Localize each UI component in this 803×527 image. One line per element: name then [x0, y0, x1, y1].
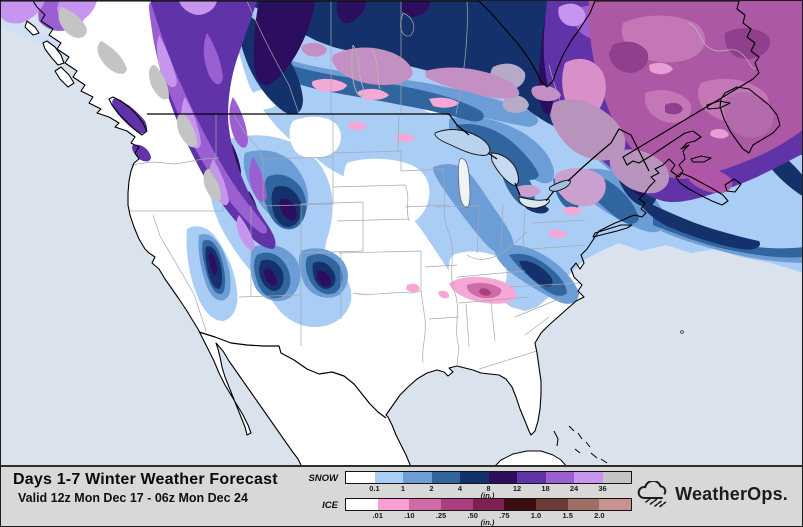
- page-title: Days 1-7 Winter Weather Forecast: [13, 471, 278, 488]
- colorbar-segment: [504, 499, 537, 510]
- lake-superior: [434, 129, 491, 156]
- colorbar-segment: [599, 499, 632, 510]
- snow-colorbar: 0.1 1 2 4 8 12 18 24 36: [345, 471, 632, 493]
- ice-unit-label: (in.): [480, 518, 495, 527]
- colorbar-tick-label: .10: [404, 511, 415, 520]
- colorbar-segment: [377, 499, 410, 510]
- snow-unit-label: (in.): [480, 491, 495, 500]
- weatherops-logo: WeatherOps.: [632, 481, 788, 508]
- colorbar-segment: [409, 499, 442, 510]
- colorbar-segment: [346, 472, 375, 483]
- colorbar-segment: [431, 472, 460, 483]
- bermuda-island: [680, 330, 684, 334]
- state-borders: [129, 1, 756, 370]
- colorbar-segment: [441, 499, 473, 510]
- colorbar-tick-label: 12: [512, 484, 522, 493]
- lake-winnipeg: [351, 44, 381, 97]
- bahamas-islands: [553, 425, 608, 464]
- colorbar-segment: [472, 499, 505, 510]
- colorbar-tick-label: .50: [467, 511, 478, 520]
- forecast-map: [1, 1, 802, 467]
- colorbar-tick-label: 2: [429, 484, 434, 493]
- colorbar-segment: [567, 499, 600, 510]
- colorbar-tick-label: .01: [372, 511, 383, 520]
- lake-ontario: [548, 179, 571, 192]
- colorbar-segment: [545, 472, 574, 483]
- great-lakes: [351, 44, 571, 209]
- us-mexico-border: [198, 331, 387, 419]
- colorbar-segment: [403, 472, 432, 483]
- snow-scale-label: SNOW: [308, 473, 338, 484]
- colorbar-segment: [374, 472, 403, 483]
- weatherops-cloud-icon: [637, 481, 667, 508]
- colorbar-segment: [460, 472, 489, 483]
- colorbar-segment: [574, 472, 603, 483]
- colorbar-segment: [488, 472, 517, 483]
- colorbar-segment: [602, 472, 631, 483]
- us-canada-border: [147, 113, 470, 136]
- colorbar-tick-label: 8: [486, 484, 491, 493]
- colorbar-tick-label: .25: [435, 511, 447, 520]
- colorbar-segment: [536, 499, 568, 510]
- colorbar-tick-label: 36: [598, 484, 607, 493]
- lake-michigan: [457, 158, 471, 208]
- lake-erie: [518, 196, 550, 209]
- lake-huron: [490, 152, 519, 186]
- coastlines: [1, 1, 781, 467]
- colorbar-tick-label: 18: [541, 484, 550, 493]
- colorbar-segment: [346, 499, 378, 510]
- ice-scale-label: ICE: [322, 500, 338, 511]
- colorbar-tick-label: 2.0: [594, 511, 605, 520]
- colorbar-tick-label: 24: [569, 484, 579, 493]
- colorbar-tick-label: 1.5: [562, 511, 573, 520]
- ice-colorbar: .01 .10 .25 .50 .75 1.0 1.5 2.0: [345, 498, 632, 520]
- valid-period: Valid 12z Mon Dec 17 - 06z Mon Dec 24: [18, 491, 248, 505]
- colorbar-segment: [517, 472, 546, 483]
- legend-bar: Days 1-7 Winter Weather Forecast Valid 1…: [1, 465, 802, 526]
- colorbar-tick-label: 1: [400, 484, 406, 493]
- colorbar-tick-label: 0.1: [369, 484, 380, 493]
- colorbar-tick-label: .75: [499, 511, 510, 520]
- weatherops-logo-text: WeatherOps.: [675, 484, 788, 504]
- colorbar-tick-label: 1.0: [530, 511, 542, 520]
- ice-shading: [301, 1, 802, 304]
- colorbar-tick-label: 4: [457, 484, 463, 493]
